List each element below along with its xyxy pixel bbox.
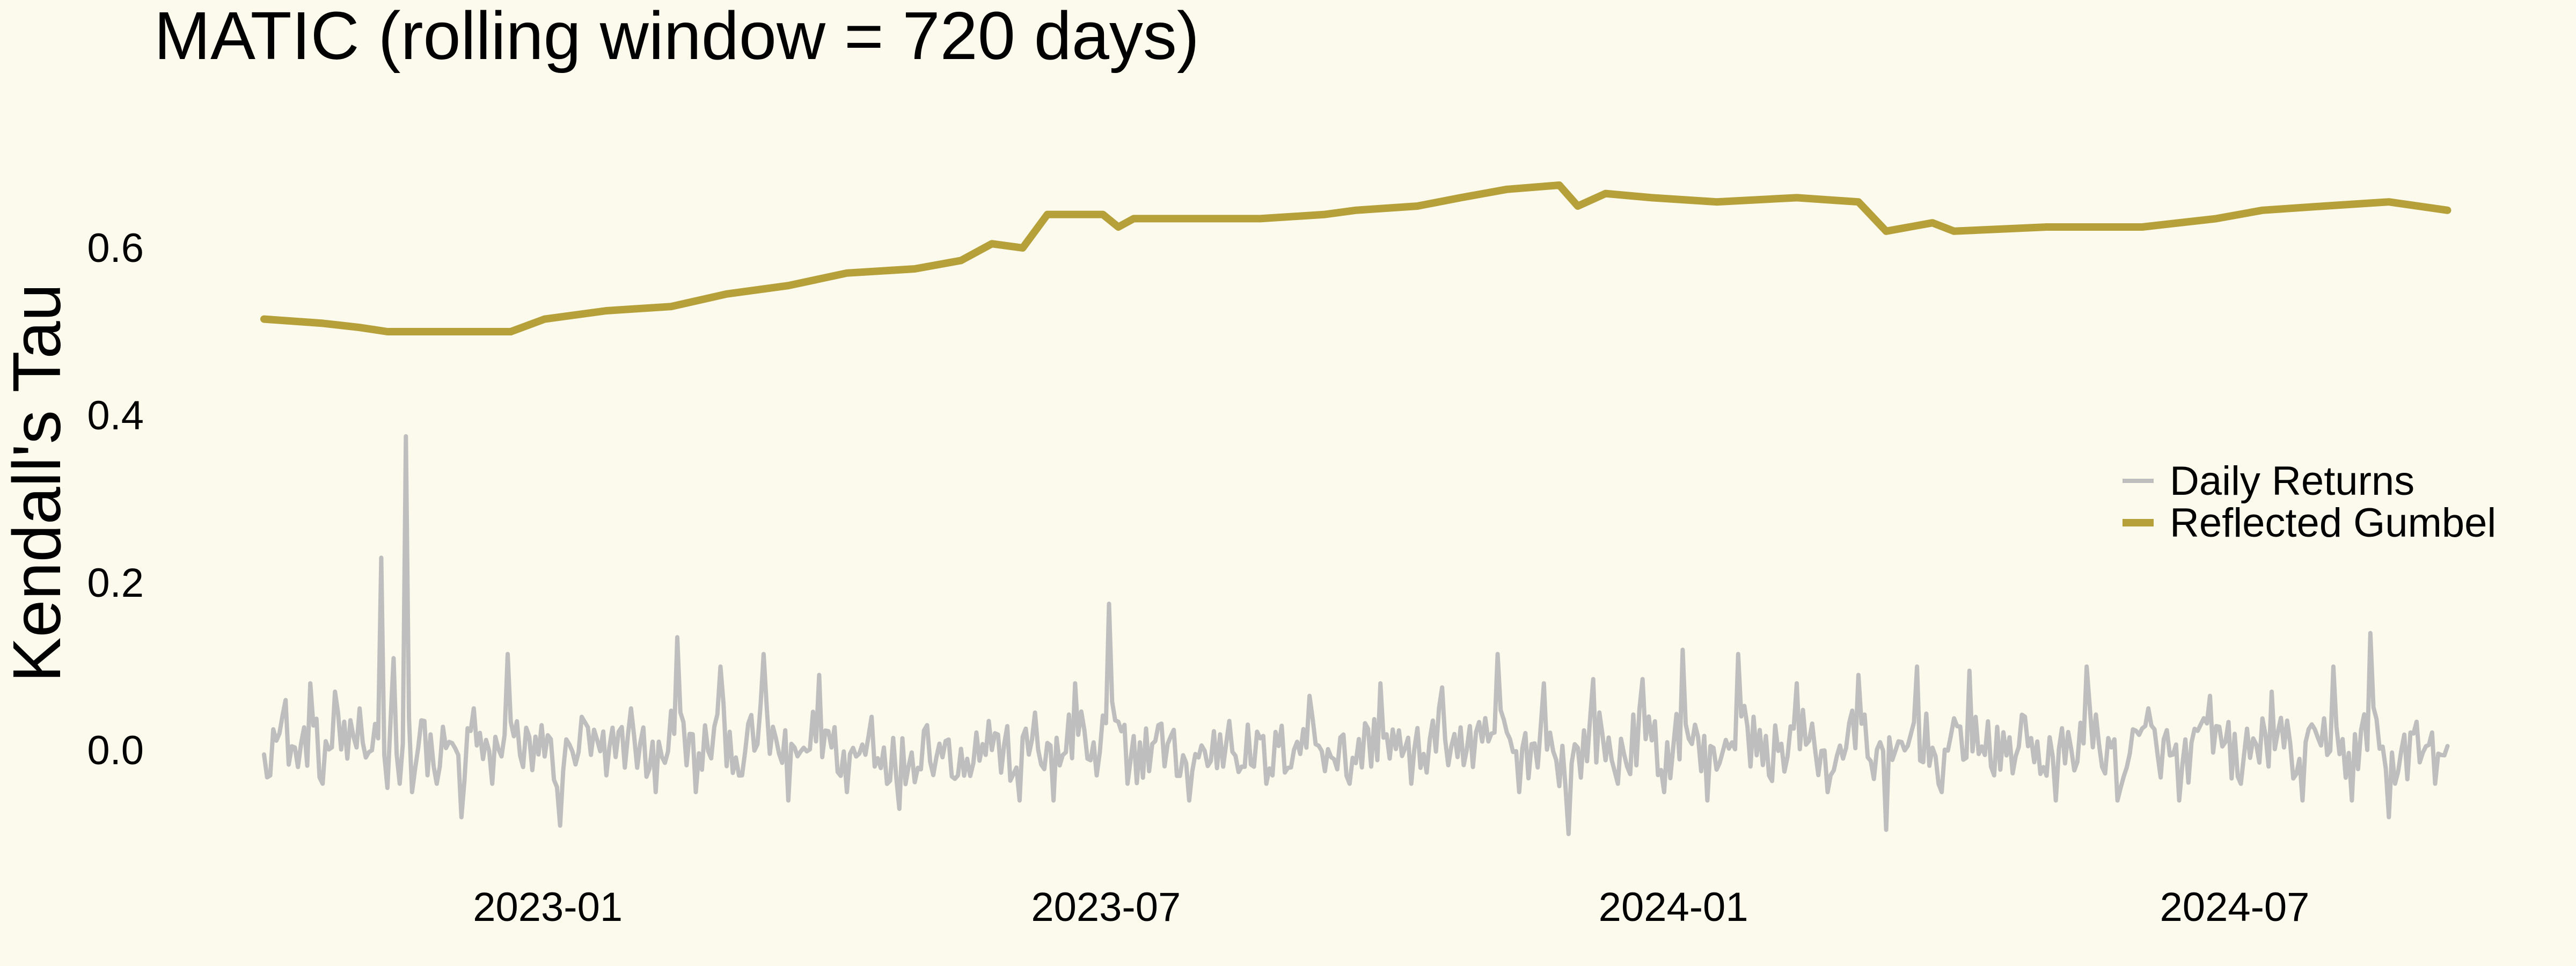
legend-label: Reflected Gumbel (2170, 500, 2496, 546)
series-line-reflected-gumbel (260, 181, 2451, 335)
plot-area (260, 181, 2451, 836)
chart-title: MATIC (rolling window = 720 days) (154, 0, 1199, 74)
y-tick-label: 0.4 (87, 393, 144, 438)
x-tick-label: 2023-01 (473, 884, 623, 930)
x-tick-label: 2024-07 (2160, 884, 2310, 930)
y-tick-label: 0.2 (87, 560, 144, 606)
series-line-daily-returns (262, 434, 2450, 836)
x-tick-labels: 2023-01 2023-07 2024-01 2024-07 (473, 884, 2309, 930)
x-tick-label: 2024-01 (1599, 884, 1748, 930)
y-tick-label: 0.0 (87, 728, 144, 773)
x-tick-label: 2023-07 (1031, 884, 1181, 930)
y-tick-labels: 0.0 0.2 0.4 0.6 (87, 225, 144, 773)
y-axis-label: Kendall's Tau (0, 283, 75, 682)
legend-label: Daily Returns (2170, 458, 2414, 504)
y-tick-label: 0.6 (87, 225, 144, 271)
